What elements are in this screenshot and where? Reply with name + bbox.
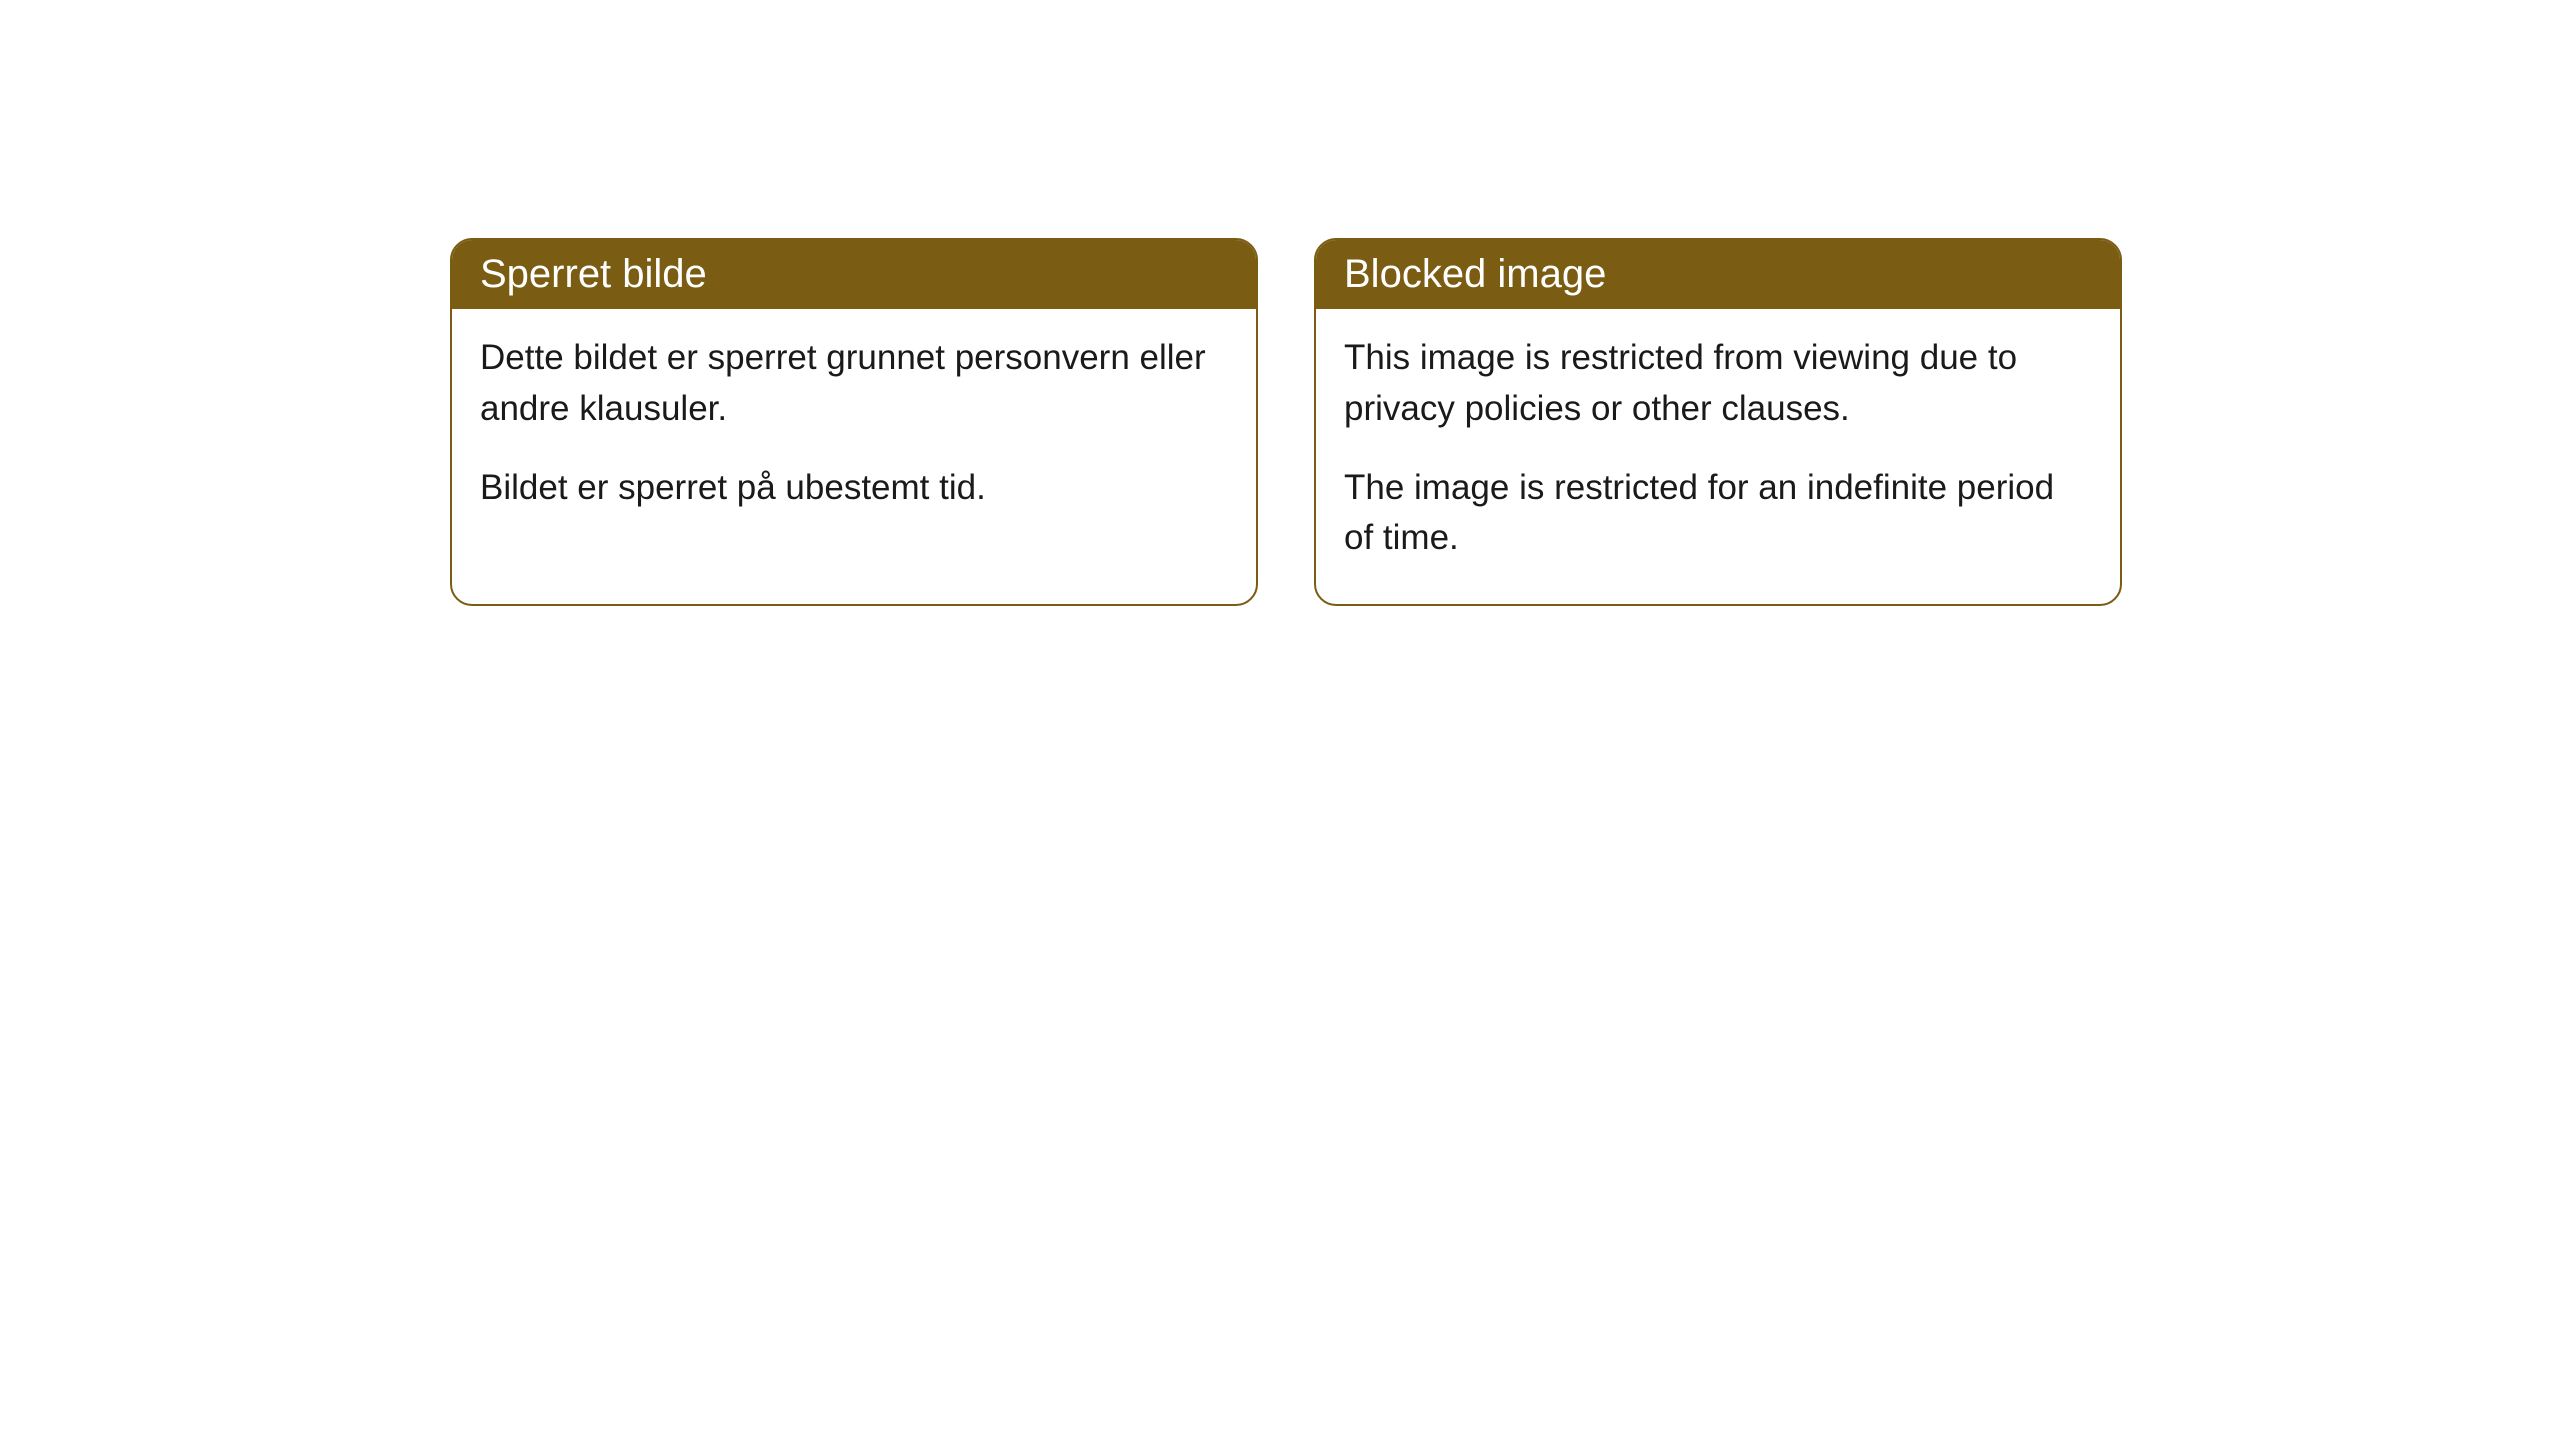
- card-title-english: Blocked image: [1316, 240, 2120, 309]
- blocked-image-card-english: Blocked image This image is restricted f…: [1314, 238, 2122, 606]
- card-title-norwegian: Sperret bilde: [452, 240, 1256, 309]
- card-text-norwegian-1: Dette bildet er sperret grunnet personve…: [480, 333, 1228, 435]
- card-text-english-2: The image is restricted for an indefinit…: [1344, 463, 2092, 565]
- card-text-norwegian-2: Bildet er sperret på ubestemt tid.: [480, 463, 1228, 514]
- blocked-image-card-norwegian: Sperret bilde Dette bildet er sperret gr…: [450, 238, 1258, 606]
- card-text-english-1: This image is restricted from viewing du…: [1344, 333, 2092, 435]
- card-body-norwegian: Dette bildet er sperret grunnet personve…: [452, 309, 1256, 553]
- notice-cards-container: Sperret bilde Dette bildet er sperret gr…: [450, 238, 2122, 606]
- card-body-english: This image is restricted from viewing du…: [1316, 309, 2120, 604]
